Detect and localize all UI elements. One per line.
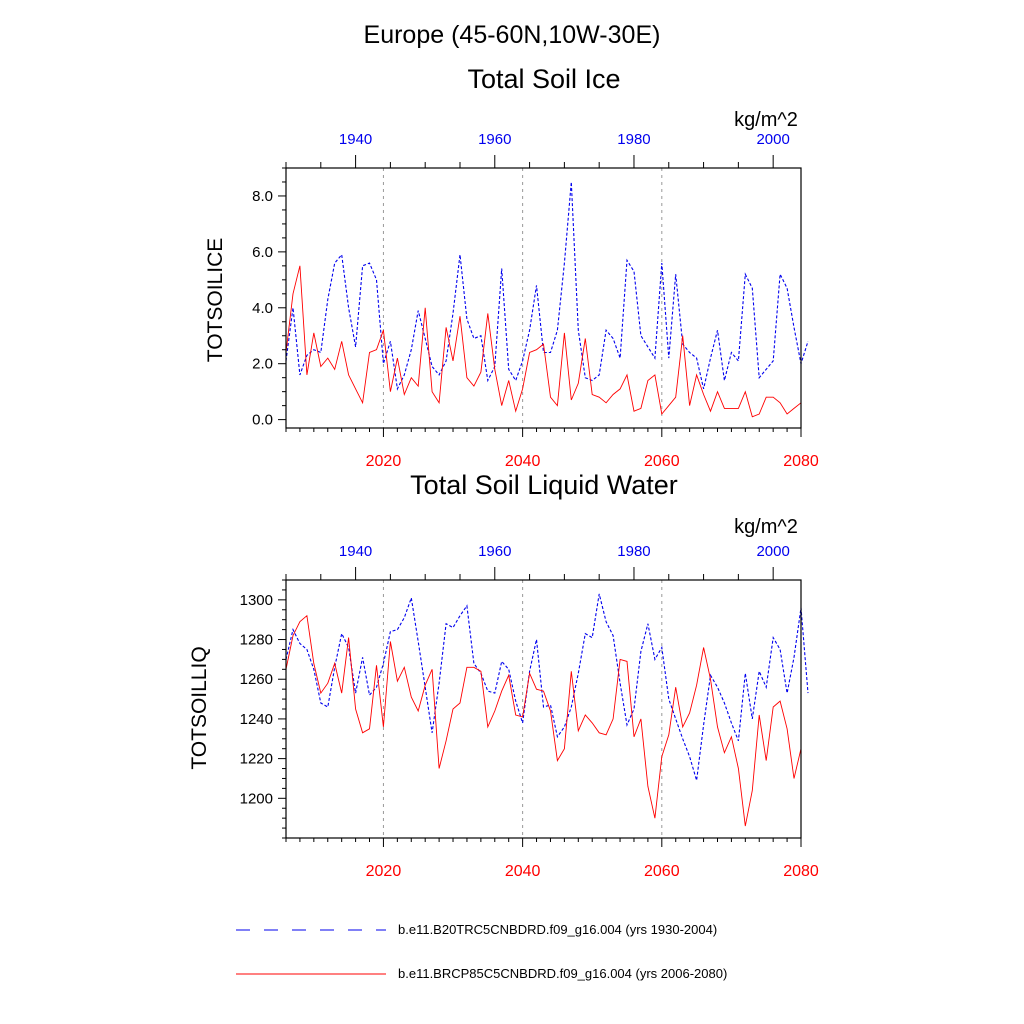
soil-liquid-y-tick-label: 1240 bbox=[240, 711, 273, 728]
legend: b.e11.B20TRC5CNBDRD.f09_g16.004 (yrs 193… bbox=[236, 922, 727, 981]
soil-liquid-y-tick-label: 1300 bbox=[240, 592, 273, 609]
soil-ice-y-tick-label: 8.0 bbox=[252, 188, 273, 205]
soil-ice-x-bottom-tick-label: 2060 bbox=[644, 453, 680, 470]
soil-ice-x-bottom-tick-label: 2020 bbox=[366, 453, 402, 470]
legend-control-label: b.e11.B20TRC5CNBDRD.f09_g16.004 (yrs 193… bbox=[398, 922, 717, 937]
soil-liquid-control-series-line bbox=[285, 593, 809, 781]
soil-liquid-panel: Total Soil Liquid Water kg/m^2 TOTSOILLI… bbox=[188, 470, 819, 880]
soil-ice-units: kg/m^2 bbox=[734, 109, 798, 131]
figure-title: Europe (45-60N,10W-30E) bbox=[364, 21, 661, 49]
soil-liquid-y-tick-label: 1260 bbox=[240, 671, 273, 688]
soil-ice-y-tick-label: 4.0 bbox=[252, 300, 273, 317]
soil-ice-x-top-tick-label: 1940 bbox=[339, 131, 372, 148]
soil-ice-scenario-series-line bbox=[285, 265, 802, 418]
soil-liquid-title: Total Soil Liquid Water bbox=[410, 470, 678, 500]
soil-ice-plot-frame bbox=[285, 167, 802, 429]
soil-liquid-plot-frame bbox=[285, 579, 802, 839]
soil-liquid-x-bottom-tick-label: 2040 bbox=[505, 863, 541, 880]
soil-liquid-x-top-tick-label: 2000 bbox=[756, 543, 789, 560]
soil-ice-title: Total Soil Ice bbox=[467, 64, 620, 94]
soil-ice-x-top-tick-label: 1980 bbox=[617, 131, 650, 148]
soil-liquid-x-bottom-tick-label: 2020 bbox=[366, 863, 402, 880]
soil-ice-x-top-tick-label: 2000 bbox=[756, 131, 789, 148]
soil-liquid-y-tick-label: 1200 bbox=[240, 790, 273, 807]
soil-ice-x-top-tick-label: 1960 bbox=[478, 131, 511, 148]
soil-ice-x-bottom-tick-label: 2080 bbox=[783, 453, 819, 470]
legend-scenario-label: b.e11.BRCP85C5CNBDRD.f09_g16.004 (yrs 20… bbox=[398, 966, 727, 981]
soil-ice-y-axis-label: TOTSOILICE bbox=[204, 238, 227, 362]
soil-ice-control-series-line bbox=[285, 181, 809, 391]
soil-ice-y-tick-label: 0.0 bbox=[252, 412, 273, 429]
soil-liquid-y-tick-label: 1220 bbox=[240, 751, 273, 768]
soil-ice-panel: Total Soil Ice kg/m^2 TOTSOILICE 0.0 2.0 4… bbox=[204, 64, 819, 470]
soil-liquid-x-bottom-tick-label: 2060 bbox=[644, 863, 680, 880]
soil-liquid-x-top-tick-label: 1960 bbox=[478, 543, 511, 560]
soil-ice-y-tick-label: 6.0 bbox=[252, 244, 273, 261]
soil-ice-x-bottom-tick-label: 2040 bbox=[505, 453, 541, 470]
soil-liquid-x-bottom-tick-label: 2080 bbox=[783, 863, 819, 880]
soil-liquid-x-top-tick-label: 1980 bbox=[617, 543, 650, 560]
soil-ice-y-tick-label: 2.0 bbox=[252, 356, 273, 373]
soil-liquid-y-axis-label: TOTSOILLIQ bbox=[188, 646, 211, 769]
soil-liquid-units: kg/m^2 bbox=[734, 516, 798, 538]
soil-liquid-y-tick-label: 1280 bbox=[240, 632, 273, 649]
soil-liquid-scenario-series-line bbox=[285, 614, 802, 827]
soil-liquid-x-top-tick-label: 1940 bbox=[339, 543, 372, 560]
